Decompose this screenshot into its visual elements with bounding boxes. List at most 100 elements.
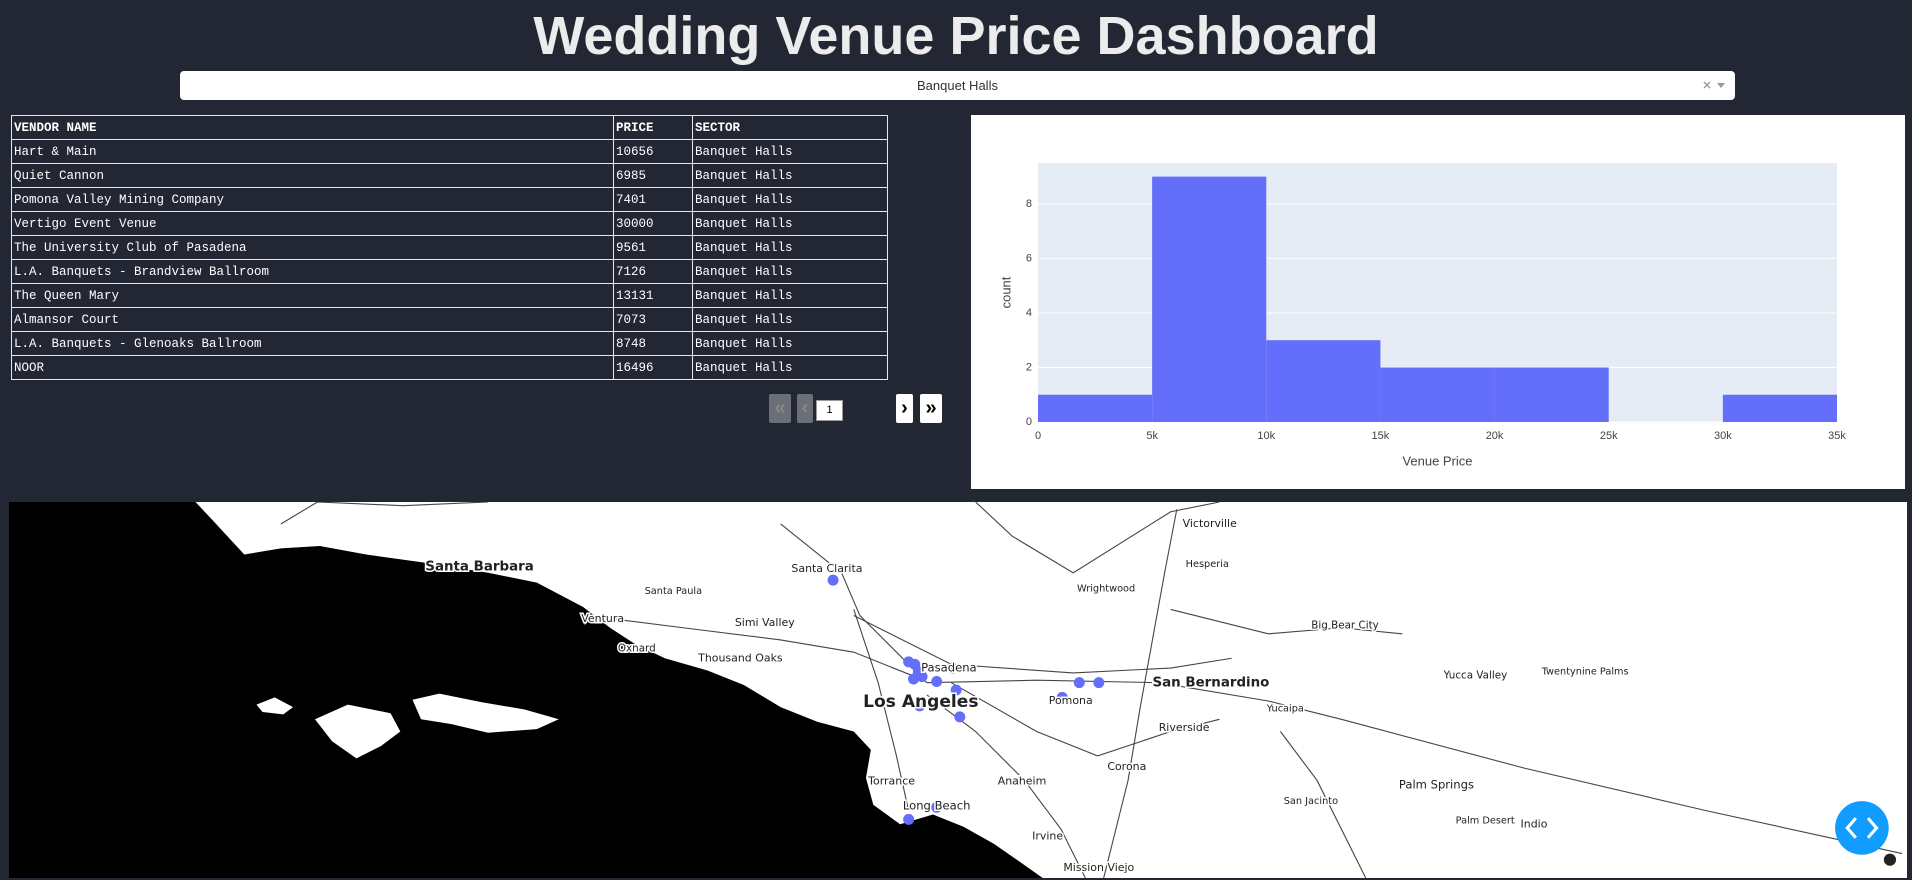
table-cell: Banquet Halls — [692, 355, 888, 380]
x-tick-label: 10k — [1257, 430, 1275, 442]
table-cell: The Queen Mary — [11, 283, 614, 308]
table-cell: Banquet Halls — [692, 259, 888, 284]
map-label: Mission Viejo — [1063, 861, 1134, 874]
table-cell: Banquet Halls — [692, 187, 888, 212]
map-label: San Bernardino — [1152, 676, 1269, 691]
ocean — [9, 502, 1043, 878]
island — [314, 704, 401, 759]
venue-marker[interactable] — [931, 801, 943, 813]
table-row: Pomona Valley Mining Company 7401 Banquet … — [11, 187, 888, 212]
page-input[interactable]: 1 — [816, 400, 843, 421]
header-row: VENDOR NAME PRICE SECTOR — [11, 115, 888, 140]
table-cell: 16496 — [613, 355, 693, 380]
venue-marker[interactable] — [1093, 677, 1105, 689]
first-page-button[interactable]: « — [769, 394, 791, 423]
table-cell: Banquet Halls — [692, 163, 888, 188]
table-cell: 6985 — [613, 163, 693, 188]
venue-marker[interactable] — [914, 700, 926, 712]
map-label: Oxnard — [618, 642, 656, 654]
table-cell: Vertigo Event Venue — [11, 211, 614, 236]
map-label: Palm Springs — [1399, 778, 1474, 792]
venue-marker[interactable] — [931, 675, 943, 687]
table-row: Vertigo Event Venue 30000 Banquet Halls — [11, 211, 888, 236]
venue-marker[interactable] — [903, 813, 915, 825]
sector-dropdown[interactable]: Banquet Halls — [180, 71, 1735, 100]
table-cell: Banquet Halls — [692, 211, 888, 236]
table-cell: L.A. Banquets - Glenoaks Ballroom — [11, 331, 614, 356]
venue-marker[interactable] — [908, 673, 919, 685]
table-row: Quiet Cannon 6985 Banquet Halls — [11, 163, 888, 188]
table-row: L.A. Banquets - Brandview Ballroom 7126 Ba… — [11, 259, 888, 284]
venue-marker[interactable] — [947, 662, 958, 674]
map-label: Santa Paula — [645, 586, 703, 597]
x-tick-label: 25k — [1600, 430, 1618, 442]
map-label: Long Beach — [903, 798, 971, 812]
table-cell: The University Club of Pasadena — [11, 235, 614, 260]
venue-marker[interactable] — [950, 684, 962, 696]
map-label: Anaheim — [998, 775, 1047, 788]
bar — [1494, 367, 1609, 422]
last-page-button[interactable]: » — [920, 394, 942, 423]
map-label: Corona — [1107, 760, 1146, 773]
table-cell: Quiet Cannon — [11, 163, 614, 188]
map-label: San Jacinto — [1284, 796, 1338, 807]
venue-marker[interactable] — [916, 671, 928, 683]
x-tick-label: 20k — [1486, 430, 1504, 442]
dropdown-controls[interactable] — [1701, 71, 1731, 100]
map-label: Big Bear City — [1311, 619, 1378, 631]
table-cell: Banquet Halls — [692, 307, 888, 332]
previous-page-button[interactable]: ‹ — [797, 394, 813, 423]
table-row: Almansor Court 7073 Banquet Halls — [11, 307, 888, 332]
table-row: The Queen Mary 13131 Banquet Halls — [11, 283, 888, 308]
table-cell: 30000 — [613, 211, 693, 236]
map-label: Twentynine Palms — [1541, 667, 1629, 678]
table-cell: Pomona Valley Mining Company — [11, 187, 614, 212]
y-tick-label: 4 — [1026, 307, 1032, 319]
table-cell: 9561 — [613, 235, 693, 260]
venue-marker[interactable] — [827, 574, 839, 586]
table-cell: Banquet Halls — [692, 331, 888, 356]
map-label: Indio — [1521, 817, 1548, 830]
venue-marker[interactable] — [954, 711, 966, 723]
bar — [1038, 394, 1153, 422]
map-label: Thousand Oaks — [697, 651, 783, 664]
table-cell: Hart & Main — [11, 139, 614, 164]
map-label: Pasadena — [921, 661, 977, 675]
table-cell: 7073 — [613, 307, 693, 332]
y-axis-label: count — [998, 276, 1013, 308]
table-row: The University Club of Pasadena 9561 Banqu… — [11, 235, 888, 260]
y-tick-label: 8 — [1026, 198, 1032, 210]
devtools-button[interactable] — [1835, 801, 1889, 855]
column-header: VENDOR NAME — [11, 115, 614, 140]
y-tick-label: 0 — [1026, 416, 1032, 428]
x-tick-label: 15k — [1372, 430, 1390, 442]
table-row: L.A. Banquets - Glenoaks Ballroom 8748 Ban… — [11, 331, 888, 356]
table-cell: Banquet Halls — [692, 235, 888, 260]
map-label: Wrightwood — [1077, 584, 1135, 595]
map-label: Palm Desert — [1456, 816, 1515, 827]
map-label: Santa Barbara — [425, 560, 533, 575]
map-label: Hesperia — [1186, 559, 1229, 570]
info-icon[interactable] — [1883, 853, 1897, 866]
y-tick-label: 2 — [1026, 361, 1032, 373]
table-cell: 7401 — [613, 187, 693, 212]
venue-markers — [827, 574, 1105, 825]
table-cell: 8748 — [613, 331, 693, 356]
map-label: Los Angeles — [863, 692, 978, 712]
table-row: NOOR 16496 Banquet Halls — [11, 355, 888, 380]
map-label: Pomona — [1049, 694, 1093, 707]
column-header: SECTOR — [692, 115, 888, 140]
table-cell: Banquet Halls — [692, 139, 888, 164]
bar — [1722, 394, 1837, 422]
venue-marker[interactable] — [1056, 691, 1068, 703]
map-label: Santa Clarita — [791, 562, 862, 575]
x-tick-label: 30k — [1714, 430, 1732, 442]
next-page-button[interactable]: › — [896, 394, 913, 423]
map-label: Victorville — [1183, 517, 1237, 530]
dropdown-value: Banquet Halls — [917, 78, 998, 93]
venue-marker[interactable] — [1073, 677, 1085, 689]
histogram: 0 2 4 6 8 0 5k 10k 15k 20k 25k 30k 35k Venue Price cou… — [971, 115, 1905, 489]
bar — [1266, 340, 1381, 422]
island — [412, 693, 559, 733]
